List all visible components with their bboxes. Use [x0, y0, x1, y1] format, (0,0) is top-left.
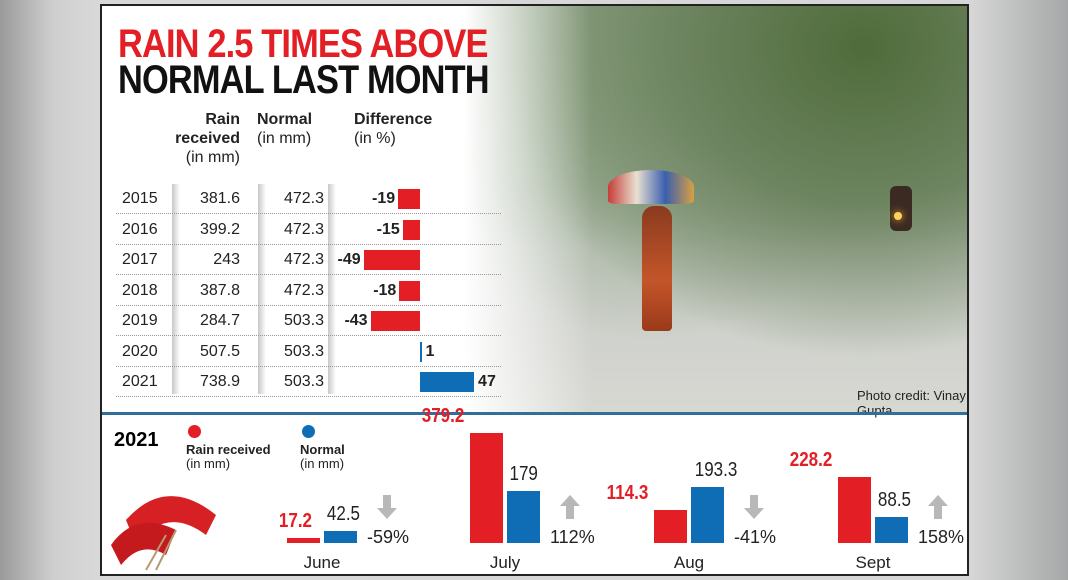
arrow-down-icon	[377, 495, 397, 519]
table-row: 2017 243 472.3 -49	[116, 245, 501, 275]
normal-bar	[324, 530, 357, 543]
header-rain: Rain received (in mm)	[175, 111, 240, 166]
year-cell: 2015	[122, 190, 158, 207]
difference-bar	[363, 250, 420, 270]
infographic: Photo credit: Vinay Gupta RAIN 2.5 TIMES…	[100, 4, 969, 576]
year-cell: 2018	[122, 281, 158, 299]
header-difference: Difference (in %)	[354, 111, 433, 147]
header-normal: Normal (in mm)	[257, 111, 313, 147]
rain-bar	[654, 509, 687, 543]
normal-bar	[691, 486, 724, 543]
normal-cell: 503.3	[283, 373, 324, 390]
year-cell: 2021	[122, 373, 158, 390]
rain-bar	[838, 476, 871, 543]
chart-year: 2021	[114, 429, 159, 451]
table-row: 2016 399.2 472.3 -15	[116, 215, 501, 245]
difference-bar	[420, 341, 422, 362]
normal-cell: 472.3	[283, 220, 324, 238]
year-cell: 2020	[122, 342, 158, 360]
table-row: 2020 507.5 503.3 1	[116, 337, 501, 367]
difference-bar	[370, 311, 420, 331]
difference-label: 1	[425, 342, 435, 360]
rain-cell: 284.7	[199, 312, 240, 329]
year-cell: 2016	[122, 220, 158, 238]
normal-cell: 503.3	[283, 312, 324, 329]
rain-photo: Photo credit: Vinay Gupta	[432, 6, 967, 418]
normal-bar	[507, 491, 540, 543]
legend-normal: Normal (in mm)	[300, 442, 345, 471]
legend-normal-dot	[302, 425, 315, 438]
difference-label: -19	[372, 190, 396, 207]
rain-cell: 507.5	[199, 342, 240, 360]
motorcyclist	[890, 186, 912, 231]
difference-bar	[399, 280, 420, 301]
normal-cell: 472.3	[283, 251, 324, 268]
month-label: Aug	[673, 553, 705, 572]
normal-value: 42.5	[326, 502, 361, 525]
difference-label: -15	[376, 220, 400, 238]
difference-bar	[420, 372, 475, 392]
rain-bar	[287, 538, 320, 543]
difference-bar	[398, 189, 420, 209]
change-percent: 158%	[918, 527, 965, 547]
month-label: July	[489, 553, 521, 572]
rain-cell: 243	[213, 251, 240, 268]
difference-bar	[402, 219, 420, 240]
table-row: 2018 387.8 472.3 -18	[116, 276, 501, 306]
difference-label: -49	[337, 251, 361, 268]
monthly-chart: 2021 Rain received (in mm) Normal (in mm) …	[102, 405, 967, 574]
title-line-1: RAIN 2.5 TIMES ABOVE	[118, 22, 488, 66]
arrow-up-icon	[560, 495, 580, 519]
table-row: 2021 738.9 503.3 47	[116, 367, 501, 397]
rain-value: 114.3	[606, 481, 649, 504]
difference-label: -43	[344, 312, 368, 329]
legend-rain-dot	[188, 425, 201, 438]
table-row: 2015 381.6 472.3 -19	[116, 184, 501, 214]
year-cell: 2017	[122, 251, 158, 268]
rain-cell: 399.2	[199, 220, 240, 238]
normal-value: 88.5	[877, 489, 912, 512]
difference-label: -18	[373, 281, 397, 299]
normal-cell: 503.3	[283, 342, 324, 360]
year-cell: 2019	[122, 312, 158, 329]
rain-cell: 738.9	[199, 373, 240, 390]
month-label: Sept	[855, 553, 891, 572]
rain-value: 228.2	[789, 448, 833, 471]
normal-bar	[875, 517, 908, 543]
rain-value: 379.2	[421, 405, 465, 428]
rain-cell: 381.6	[199, 190, 240, 207]
difference-label: 47	[478, 373, 496, 390]
arrow-down-icon	[744, 495, 764, 519]
arrow-up-icon	[928, 495, 948, 519]
month-label: June	[303, 553, 341, 572]
table-row: 2019 284.7 503.3 -43	[116, 306, 501, 336]
umbrella-in-photo	[608, 170, 694, 204]
change-percent: 112%	[550, 527, 595, 547]
legend-rain: Rain received (in mm)	[186, 442, 271, 471]
umbrella-icon	[111, 496, 216, 571]
person-walking	[642, 206, 672, 331]
change-percent: -59%	[367, 527, 410, 547]
title-line-2: NORMAL LAST MONTH	[118, 58, 490, 102]
normal-value: 193.3	[694, 458, 738, 481]
normal-cell: 472.3	[283, 281, 324, 299]
normal-value: 179	[509, 463, 538, 486]
rain-value: 17.2	[278, 510, 313, 532]
normal-cell: 472.3	[283, 190, 324, 207]
change-percent: -41%	[734, 527, 777, 547]
rain-bar	[470, 433, 503, 543]
rain-cell: 387.8	[199, 281, 240, 299]
